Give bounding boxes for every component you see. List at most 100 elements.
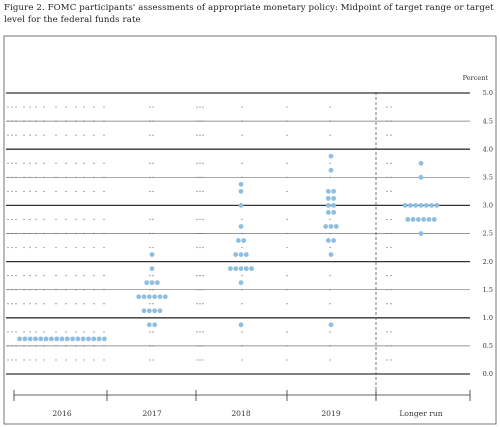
half-guide-dot	[23, 345, 25, 347]
half-guide-dot	[199, 345, 201, 347]
quarter-guide-dot	[152, 275, 154, 277]
participant-dot	[17, 336, 22, 342]
half-guide-dot	[29, 176, 31, 178]
quarter-guide-dot	[329, 162, 331, 164]
participant-dot	[49, 336, 54, 342]
quarter-guide-dot	[23, 134, 25, 136]
quarter-guide-dot	[202, 246, 204, 249]
half-guide-dot	[103, 289, 105, 291]
quarter-guide-dot	[11, 218, 13, 221]
quarter-guide-dot	[93, 106, 95, 108]
half-guide-dot	[329, 176, 331, 178]
quarter-guide-dot	[103, 359, 105, 361]
half-guide-dot	[43, 289, 45, 291]
half-guide-dot	[386, 120, 388, 122]
half-guide-dot	[202, 232, 204, 235]
y-tick-label: 4.5	[483, 117, 493, 125]
quarter-guide-dot	[152, 218, 154, 221]
quarter-guide-dot	[152, 162, 154, 164]
quarter-guide-dot	[35, 331, 37, 333]
quarter-guide-dot	[11, 275, 13, 277]
participant-dot	[331, 188, 337, 194]
participant-dot	[402, 203, 408, 208]
half-guide-dot	[75, 120, 77, 122]
quarter-guide-dot	[329, 303, 331, 305]
quarter-guide-dot	[149, 218, 151, 221]
half-guide-dot	[15, 232, 17, 235]
quarter-guide-dot	[11, 359, 13, 361]
quarter-guide-dot	[202, 190, 204, 192]
quarter-guide-dot	[75, 275, 77, 277]
participant-dot	[146, 322, 152, 328]
quarter-guide-dot	[93, 359, 95, 361]
quarter-guide-dot	[390, 359, 392, 361]
half-guide-dot	[152, 289, 154, 291]
y-tick-label: 5.0	[483, 89, 493, 97]
quarter-guide-dot	[286, 303, 288, 305]
quarter-guide-dot	[241, 275, 243, 277]
half-guide-dot	[29, 120, 31, 122]
participant-dot	[243, 252, 249, 257]
half-guide-dot	[43, 120, 45, 122]
quarter-guide-dot	[390, 275, 392, 277]
participant-dot	[96, 336, 102, 342]
quarter-guide-dot	[241, 218, 243, 221]
chart-frame	[3, 35, 497, 425]
quarter-guide-dot	[29, 106, 31, 108]
half-guide-dot	[202, 289, 204, 291]
quarter-guide-dot	[7, 331, 9, 333]
quarter-guide-dot	[15, 246, 17, 249]
quarter-guide-dot	[286, 359, 288, 361]
participant-dot	[238, 224, 244, 229]
half-guide-dot	[199, 289, 201, 291]
half-guide-dot	[286, 289, 288, 291]
half-guide-dot	[196, 176, 198, 178]
half-guide-dot	[390, 232, 392, 235]
participant-dot	[325, 203, 331, 208]
participant-dot	[162, 294, 168, 300]
quarter-guide-dot	[286, 218, 288, 221]
half-guide-dot	[149, 120, 151, 122]
quarter-guide-dot	[65, 359, 67, 361]
half-guide-dot	[196, 120, 198, 122]
half-guide-dot	[329, 232, 331, 235]
quarter-guide-dot	[35, 275, 37, 277]
half-guide-dot	[199, 120, 201, 122]
participant-dot	[415, 217, 421, 222]
participant-dot	[152, 294, 158, 300]
quarter-guide-dot	[241, 162, 243, 164]
half-guide-dot	[55, 345, 57, 347]
quarter-guide-dot	[93, 331, 95, 333]
quarter-guide-dot	[329, 218, 331, 221]
quarter-guide-dot	[241, 303, 243, 305]
quarter-guide-dot	[196, 331, 198, 333]
participant-dot	[157, 294, 163, 300]
half-guide-dot	[202, 176, 204, 178]
quarter-guide-dot	[75, 246, 77, 249]
participant-dot	[157, 308, 163, 314]
quarter-guide-dot	[390, 331, 392, 333]
quarter-guide-dot	[55, 359, 57, 361]
half-guide-dot	[241, 120, 243, 122]
half-guide-dot	[196, 232, 198, 235]
participant-dot	[75, 336, 81, 342]
participant-dot	[241, 238, 247, 243]
half-guide-dot	[65, 232, 67, 235]
half-guide-dot	[11, 289, 13, 291]
quarter-guide-dot	[93, 303, 95, 305]
participant-dot	[331, 238, 337, 243]
quarter-guide-dot	[35, 359, 37, 361]
participant-dot	[333, 224, 339, 229]
y-tick-label: 1.5	[483, 286, 493, 294]
quarter-guide-dot	[35, 162, 37, 164]
quarter-guide-dot	[35, 134, 37, 136]
participant-dot	[429, 203, 434, 208]
quarter-guide-dot	[103, 190, 105, 192]
y-tick-label: 0.5	[483, 342, 493, 350]
quarter-guide-dot	[241, 106, 243, 108]
participant-dot	[328, 224, 334, 229]
quarter-guide-dot	[202, 134, 204, 136]
quarter-guide-dot	[83, 303, 85, 305]
quarter-guide-dot	[199, 331, 201, 333]
participant-dot	[238, 252, 244, 257]
